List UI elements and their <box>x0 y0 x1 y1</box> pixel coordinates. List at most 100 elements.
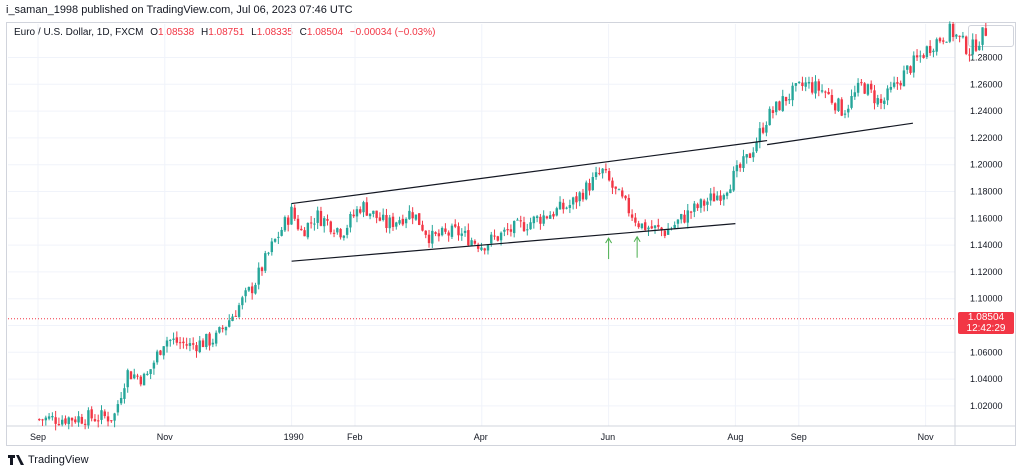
candle-body <box>689 211 693 213</box>
candle-body <box>794 83 798 86</box>
candle-body <box>273 238 277 242</box>
candle-body <box>165 340 169 347</box>
candle-body <box>788 99 791 101</box>
close-value: 1.08504 <box>306 27 344 38</box>
candle-body <box>205 333 208 347</box>
candle-body <box>264 253 267 271</box>
candle-body <box>512 221 516 234</box>
candle-body <box>293 207 296 219</box>
candle-body <box>336 228 339 233</box>
candle-body <box>598 173 601 175</box>
x-tick-label: Sep <box>30 432 46 442</box>
candle-body <box>424 230 427 235</box>
candle-body <box>558 201 562 210</box>
candle-body <box>254 284 257 294</box>
candle-body <box>87 410 90 426</box>
candle-body <box>221 327 224 330</box>
candle-body <box>231 316 234 322</box>
candle-body <box>411 212 414 219</box>
candle-body <box>119 397 123 404</box>
candle-body <box>866 84 870 95</box>
chart-frame[interactable] <box>6 22 1016 446</box>
candle-body <box>473 240 477 244</box>
candle-body <box>673 224 676 229</box>
candle-body <box>375 210 378 218</box>
candle-body <box>155 351 159 363</box>
candle-body <box>621 190 624 197</box>
candle-body <box>948 23 952 42</box>
candle-body <box>781 96 784 111</box>
candle-body <box>837 98 840 111</box>
candle-body <box>175 337 179 343</box>
candle-body <box>879 98 883 103</box>
candle-body <box>729 189 732 194</box>
open-value: 1.08538 <box>158 27 195 38</box>
candle-body <box>359 209 362 213</box>
y-tick-label: 1.18000 <box>970 187 1003 197</box>
candle-body <box>195 345 198 352</box>
candle-body <box>306 222 310 238</box>
candle-body <box>250 286 254 294</box>
candle-body <box>830 95 834 103</box>
candle-body <box>54 417 57 424</box>
tradingview-logo[interactable]: TradingView <box>8 454 89 466</box>
candle-body <box>922 55 925 58</box>
candle-body <box>201 340 205 348</box>
candle-body <box>539 216 542 224</box>
candle-body <box>277 236 280 238</box>
candle-body <box>650 226 653 229</box>
y-tick-label: 1.02000 <box>970 401 1003 411</box>
y-tick-label: 1.10000 <box>970 294 1003 304</box>
candle-body <box>516 219 519 221</box>
candle-body <box>149 369 152 375</box>
candle-body <box>712 193 716 202</box>
candle-body <box>634 217 637 223</box>
candle-body <box>113 413 116 421</box>
candle-body <box>136 375 139 377</box>
candle-body <box>643 222 647 230</box>
y-tick-label: 1.24000 <box>970 106 1003 116</box>
candle-body <box>915 55 919 58</box>
change-value: −0.00034 (−0.03%) <box>349 27 436 38</box>
candle-body <box>935 39 938 52</box>
candle-body <box>129 371 133 380</box>
high-value: 1.08751 <box>208 27 245 38</box>
candle-body <box>401 218 405 225</box>
candle-body <box>833 103 837 111</box>
candle-body <box>725 192 729 196</box>
candle-body <box>968 54 971 56</box>
candle-body <box>585 182 588 200</box>
candle-body <box>260 267 264 272</box>
candle-body <box>981 27 984 45</box>
channel-upper-trendline <box>291 139 768 205</box>
candle-body <box>820 90 824 92</box>
candle-body <box>856 82 860 93</box>
candle-body <box>290 206 293 225</box>
tradingview-logo-icon <box>8 455 24 465</box>
last-price-value: 1.08504 <box>967 311 1005 323</box>
candle-body <box>267 252 270 254</box>
candle-body <box>640 223 644 229</box>
candle-body <box>735 165 739 172</box>
candle-body <box>70 417 74 421</box>
candle-body <box>778 101 781 111</box>
candle-body <box>414 214 418 220</box>
candle-body <box>630 214 634 218</box>
candle-body <box>303 230 306 237</box>
candle-body <box>676 219 680 224</box>
candle-body <box>352 214 355 217</box>
candle-body <box>653 225 657 228</box>
candle-body <box>385 215 388 228</box>
candle-body <box>280 229 283 236</box>
y-tick-label: 1.20000 <box>970 160 1003 170</box>
candle-body <box>211 342 215 345</box>
candle-body <box>257 267 260 285</box>
low-value: 1.08335 <box>256 27 293 38</box>
candle-body <box>309 222 313 224</box>
candle-body <box>286 217 290 225</box>
candle-body <box>97 420 100 422</box>
candle-body <box>984 28 988 36</box>
candle-body <box>44 417 48 421</box>
candle-body <box>421 224 424 231</box>
